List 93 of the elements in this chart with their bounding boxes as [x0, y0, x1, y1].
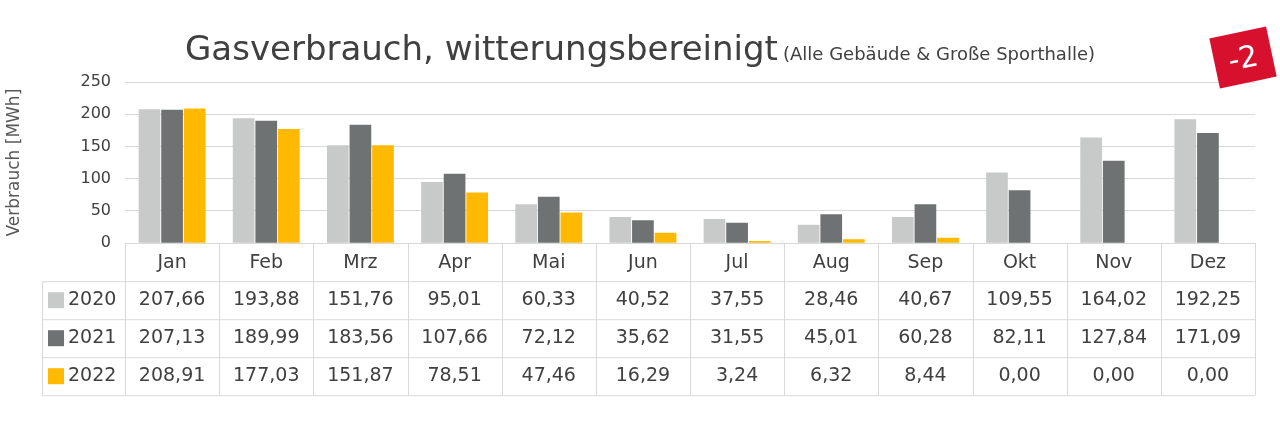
bar [1174, 119, 1197, 243]
bar [1008, 190, 1031, 243]
data-label: 0,00 [1092, 363, 1135, 386]
bar [914, 204, 937, 243]
data-label: 109,55 [986, 287, 1053, 310]
legend-label: 2021 [68, 325, 117, 348]
bar [278, 129, 300, 243]
data-label: 95,01 [427, 287, 482, 310]
data-label: 72,12 [521, 325, 576, 348]
x-tick-label: Feb [249, 249, 284, 272]
data-label: 193,88 [233, 287, 300, 310]
x-tick-label: Aug [812, 249, 850, 272]
chart-subtitle: (Alle Gebäude & Große Sporthalle) [783, 43, 1095, 64]
bar [466, 192, 489, 243]
x-tick-label: Mrz [343, 249, 378, 272]
bar [161, 109, 183, 243]
legend-label: 2020 [68, 287, 117, 310]
data-label: 207,66 [138, 287, 206, 310]
data-label: 8,44 [904, 363, 947, 386]
bar [138, 109, 161, 243]
bar [609, 217, 632, 243]
bar [726, 222, 748, 243]
bar [232, 118, 255, 243]
data-label: 28,46 [804, 287, 859, 310]
x-tick-label: Jul [724, 249, 749, 272]
y-tick-label: 50 [90, 200, 111, 220]
data-label: 37,55 [709, 287, 765, 310]
data-label: 3,24 [715, 363, 759, 386]
bar [515, 204, 537, 243]
data-label: 16,29 [615, 363, 671, 386]
bar [255, 120, 278, 243]
x-tick-label: Okt [1002, 249, 1037, 272]
data-label: 164,02 [1080, 287, 1147, 310]
bar [372, 145, 394, 243]
x-tick-label: Dez [1189, 249, 1227, 272]
bar [326, 145, 349, 243]
data-label: 107,66 [421, 325, 488, 348]
data-label: 189,99 [233, 325, 300, 348]
data-label: 151,87 [327, 363, 394, 386]
data-label: 60,33 [521, 287, 576, 310]
data-label: 78,51 [427, 363, 482, 386]
data-label: 127,84 [1080, 325, 1147, 348]
data-label: 40,52 [615, 287, 671, 310]
data-label: 35,62 [615, 325, 671, 348]
bar [1080, 137, 1102, 243]
data-label: 208,91 [138, 363, 206, 386]
data-label: 31,55 [709, 325, 765, 348]
bar [183, 108, 206, 243]
bar [937, 237, 959, 243]
data-label: 151,76 [327, 287, 394, 310]
bar [349, 124, 372, 243]
y-tick-label: 0 [100, 232, 111, 252]
data-label: 60,28 [898, 325, 953, 348]
y-axis-title: Verbrauch [MWh] [2, 88, 23, 237]
text: -2 [1209, 26, 1277, 89]
data-label: 183,56 [327, 325, 394, 348]
bar [986, 172, 1008, 243]
data-label: 192,25 [1174, 287, 1242, 310]
bar [654, 232, 677, 243]
data-label: 0,00 [998, 363, 1041, 386]
bar [843, 239, 865, 243]
data-label: 171,09 [1174, 325, 1242, 348]
bar [703, 218, 726, 243]
bar [560, 212, 583, 243]
data-label: 6,32 [810, 363, 853, 386]
y-tick-label: 100 [80, 167, 111, 187]
bar [421, 181, 443, 243]
data-label: 45,01 [804, 325, 859, 348]
x-tick-label: Jan [156, 249, 187, 272]
data-label: 47,46 [521, 363, 576, 386]
bar [632, 220, 654, 243]
bar [1197, 132, 1219, 243]
x-tick-label: Sep [907, 249, 944, 272]
x-tick-label: Jun [627, 249, 658, 272]
bar [1102, 160, 1125, 243]
bar [537, 196, 560, 243]
bar [820, 214, 843, 243]
data-label: 177,03 [233, 363, 300, 386]
y-tick-label: 150 [80, 135, 111, 155]
bar [891, 216, 914, 243]
y-tick-label: 250 [80, 71, 111, 91]
bar [443, 173, 466, 243]
y-tick-label: 200 [80, 103, 111, 123]
data-label: 207,13 [138, 325, 206, 348]
chart-title: Gasverbrauch, witterungsbereinigt [185, 28, 778, 68]
x-tick-label: Nov [1095, 249, 1133, 272]
x-tick-label: Mai [532, 249, 566, 272]
legend-label: 2022 [68, 363, 117, 386]
data-label: 0,00 [1186, 363, 1230, 386]
bar [797, 224, 820, 243]
data-label: 40,67 [898, 287, 953, 310]
x-tick-label: Apr [438, 249, 472, 272]
data-label: 82,11 [992, 325, 1047, 348]
